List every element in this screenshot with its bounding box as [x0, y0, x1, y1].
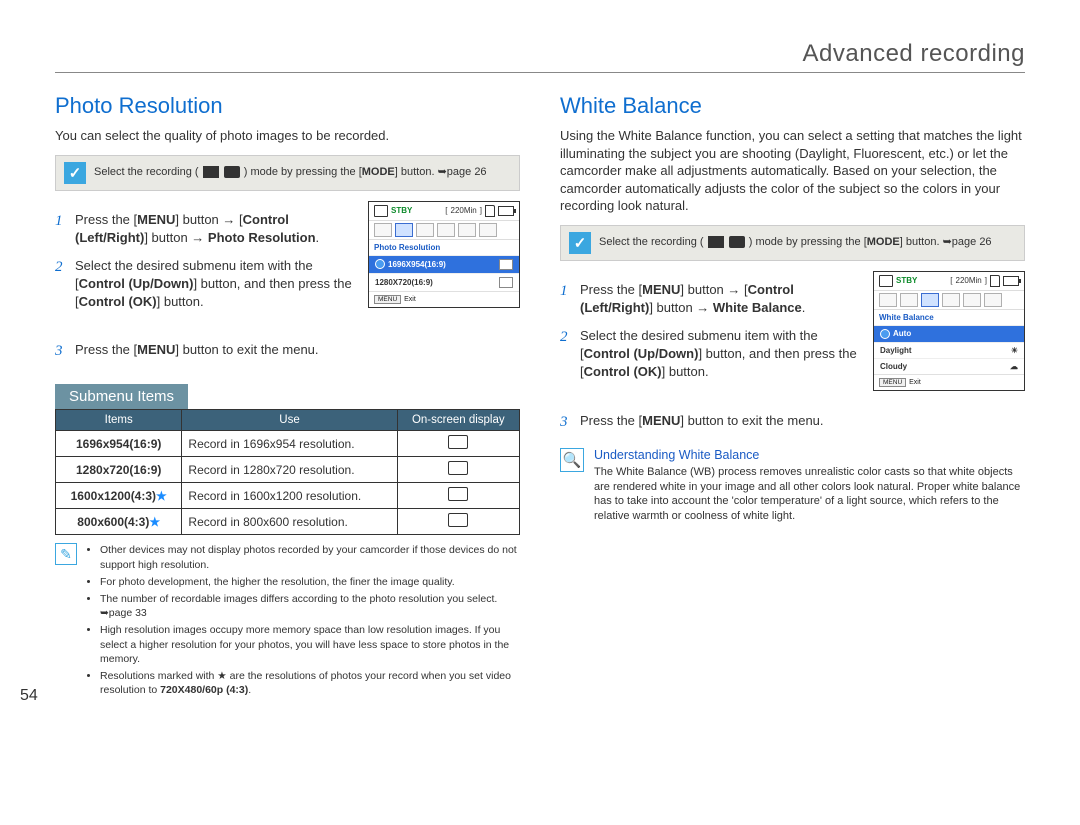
col-left: Photo Resolution You can select the qual… — [55, 93, 520, 700]
battery-icon — [1003, 276, 1019, 286]
menu-title-left: Photo Resolution — [369, 240, 519, 255]
cell-use: Record in 1280x720 resolution. — [182, 457, 397, 483]
cell-item: 1600x1200(4:3)★ — [56, 483, 182, 509]
menu-tab-row — [369, 220, 519, 240]
card-icon — [990, 275, 1000, 287]
th-items: Items — [56, 410, 182, 431]
mode-note-text-left: Select the recording ( ) mode by pressin… — [94, 165, 487, 180]
mode-icon — [374, 205, 388, 217]
section-title-wb: White Balance — [560, 93, 1025, 119]
menu-exit-left: MENUExit — [369, 291, 519, 307]
understand-box: 🔍 Understanding White Balance The White … — [560, 448, 1025, 524]
footnote-item: High resolution images occupy more memor… — [100, 623, 520, 666]
stby-label: STBY — [391, 206, 412, 215]
check-icon: ✓ — [64, 162, 86, 184]
step-text: Select the desired submenu item with the… — [75, 257, 358, 312]
section-title-photo: Photo Resolution — [55, 93, 520, 119]
intro-wb: Using the White Balance function, you ca… — [560, 127, 1025, 215]
step-num: 2 — [560, 327, 572, 382]
video-icon — [708, 236, 724, 248]
footnote-item: The number of recordable images differs … — [100, 592, 520, 620]
step-num: 1 — [55, 211, 67, 247]
menu-screenshot-right: STBY [220Min] White Balance Auto — [873, 271, 1025, 391]
step-2-right: 2 Select the desired submenu item with t… — [560, 327, 863, 382]
col-right: White Balance Using the White Balance fu… — [560, 93, 1025, 700]
menu-tab-row — [874, 290, 1024, 310]
step-text: Press the [MENU] button to exit the menu… — [580, 412, 1025, 433]
cell-item: 1696x954(16:9) — [56, 431, 182, 457]
cell-icon — [397, 483, 519, 509]
intro-photo: You can select the quality of photo imag… — [55, 127, 520, 145]
step-num: 3 — [55, 341, 67, 362]
stby-label: STBY — [896, 276, 917, 285]
step-2-left: 2 Select the desired submenu item with t… — [55, 257, 358, 312]
cell-icon — [397, 457, 519, 483]
cell-icon — [397, 431, 519, 457]
step-text: Press the [MENU] button → [Control (Left… — [75, 211, 358, 247]
menu-title-right: White Balance — [874, 310, 1024, 325]
step-text: Press the [MENU] button → [Control (Left… — [580, 281, 863, 317]
footnote-item: Resolutions marked with ★ are the resolu… — [100, 669, 520, 697]
submenu-table: Items Use On-screen display 1696x954(16:… — [55, 409, 520, 535]
step-3-left: 3 Press the [MENU] button to exit the me… — [55, 341, 520, 362]
table-row: 1600x1200(4:3)★ Record in 1600x1200 reso… — [56, 483, 520, 509]
menu-item-3-right: Cloudy ☁ — [874, 358, 1024, 374]
understand-title: Understanding White Balance — [594, 448, 1025, 462]
step-1-left: 1 Press the [MENU] button → [Control (Le… — [55, 211, 358, 247]
footnote-item: Other devices may not display photos rec… — [100, 543, 520, 571]
step-3-right: 3 Press the [MENU] button to exit the me… — [560, 412, 1025, 433]
battery-icon — [498, 206, 514, 216]
cell-use: Record in 800x600 resolution. — [182, 509, 397, 535]
menu-item-2-left: 1280X720(16:9) — [369, 273, 519, 291]
menu-item-selected-right: Auto — [874, 325, 1024, 342]
cloud-icon: ☁ — [1010, 362, 1018, 371]
menu-item-2-right: Daylight ☀ — [874, 342, 1024, 358]
time-label: 220Min — [451, 206, 477, 215]
page-number: 54 — [20, 687, 38, 705]
magnify-icon: 🔍 — [560, 448, 584, 472]
camera-icon — [729, 236, 745, 248]
th-use: Use — [182, 410, 397, 431]
camera-icon — [224, 166, 240, 178]
footnotes-left: ✎ Other devices may not display photos r… — [55, 543, 520, 700]
step-text: Press the [MENU] button to exit the menu… — [75, 341, 520, 362]
mode-icon — [879, 275, 893, 287]
step-1-right: 1 Press the [MENU] button → [Control (Le… — [560, 281, 863, 317]
menu-item-selected-left: 1696X954(16:9) — [369, 255, 519, 273]
check-icon: ✓ — [569, 232, 591, 254]
cell-item: 800x600(4:3)★ — [56, 509, 182, 535]
menu-exit-right: MENUExit — [874, 374, 1024, 390]
step-num: 2 — [55, 257, 67, 312]
sun-icon: ☀ — [1011, 346, 1018, 355]
note-icon: ✎ — [55, 543, 77, 565]
menu-screenshot-left: STBY [220Min] Photo Resolution 1696X95 — [368, 201, 520, 308]
mode-note-right: ✓ Select the recording ( ) mode by press… — [560, 225, 1025, 261]
th-display: On-screen display — [397, 410, 519, 431]
understand-body: The White Balance (WB) process removes u… — [594, 465, 1025, 524]
cell-icon — [397, 509, 519, 535]
step-num: 1 — [560, 281, 572, 317]
time-label: 220Min — [956, 276, 982, 285]
footnote-item: For photo development, the higher the re… — [100, 575, 520, 589]
submenu-tab: Submenu Items — [55, 384, 188, 409]
table-row: 800x600(4:3)★ Record in 800x600 resoluti… — [56, 509, 520, 535]
mode-note-text-right: Select the recording ( ) mode by pressin… — [599, 235, 992, 250]
mode-note-left: ✓ Select the recording ( ) mode by press… — [55, 155, 520, 191]
card-icon — [485, 205, 495, 217]
step-num: 3 — [560, 412, 572, 433]
table-row: 1696x954(16:9) Record in 1696x954 resolu… — [56, 431, 520, 457]
step-text: Select the desired submenu item with the… — [580, 327, 863, 382]
cell-use: Record in 1600x1200 resolution. — [182, 483, 397, 509]
table-row: 1280x720(16:9) Record in 1280x720 resolu… — [56, 457, 520, 483]
cell-item: 1280x720(16:9) — [56, 457, 182, 483]
header-title: Advanced recording — [55, 40, 1025, 73]
video-icon — [203, 166, 219, 178]
cell-use: Record in 1696x954 resolution. — [182, 431, 397, 457]
